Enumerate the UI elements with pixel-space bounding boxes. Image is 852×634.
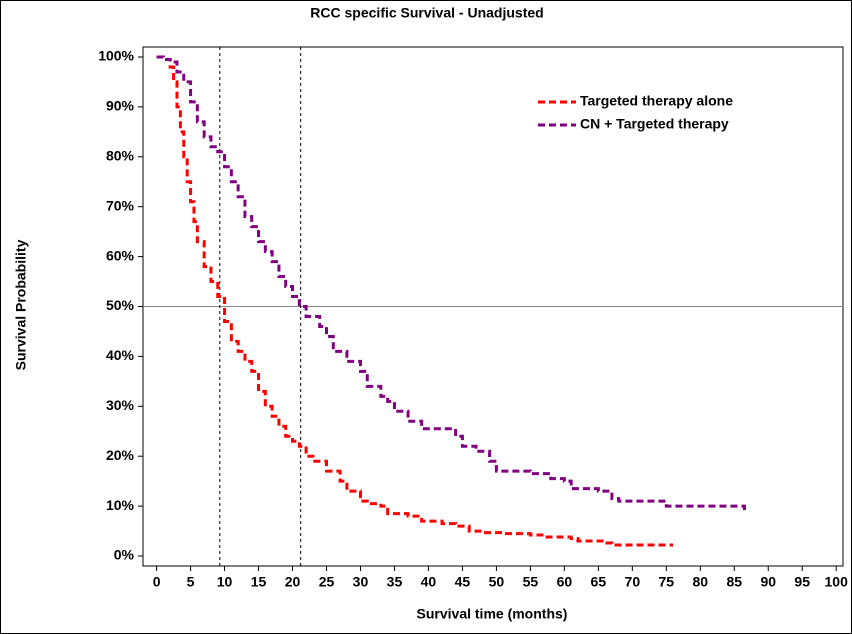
survival-curve (156, 55, 674, 547)
x-tick-label: 75 (659, 574, 675, 590)
x-tick-label: 35 (387, 574, 403, 590)
x-tick-label: 85 (726, 574, 742, 590)
x-tick-label: 5 (187, 574, 195, 590)
y-tick-label: 0% (114, 547, 135, 563)
y-tick-label: 90% (106, 98, 135, 114)
x-tick-label: 25 (319, 574, 335, 590)
x-tick-label: 10 (217, 574, 233, 590)
x-tick-label: 100 (825, 574, 849, 590)
y-tick-label: 60% (106, 247, 135, 263)
x-tick-label: 20 (285, 574, 301, 590)
x-tick-label: 45 (455, 574, 471, 590)
x-tick-label: 60 (557, 574, 573, 590)
x-axis-label: Survival time (months) (417, 606, 568, 622)
x-tick-label: 70 (625, 574, 641, 590)
x-tick-label: 65 (591, 574, 607, 590)
y-tick-label: 100% (98, 48, 134, 64)
y-tick-label: 70% (106, 197, 135, 213)
legend-label: CN + Targeted therapy (580, 116, 729, 132)
x-tick-label: 30 (353, 574, 369, 590)
y-tick-label: 50% (106, 297, 135, 313)
x-tick-label: 15 (251, 574, 267, 590)
y-tick-label: 40% (106, 347, 135, 363)
chart-title: RCC specific Survival - Unadjusted (310, 5, 543, 21)
x-tick-label: 50 (489, 574, 505, 590)
y-axis-label: Survival Probability (13, 239, 29, 370)
y-tick-label: 20% (106, 447, 135, 463)
survival-curve (156, 55, 746, 512)
y-tick-label: 10% (106, 497, 135, 513)
x-tick-label: 0 (153, 574, 161, 590)
x-tick-label: 80 (692, 574, 708, 590)
x-tick-label: 55 (523, 574, 539, 590)
x-tick-label: 95 (794, 574, 810, 590)
legend-label: Targeted therapy alone (580, 93, 733, 109)
x-tick-label: 90 (760, 574, 776, 590)
x-tick-label: 40 (421, 574, 437, 590)
y-tick-label: 80% (106, 147, 135, 163)
y-tick-label: 30% (106, 397, 135, 413)
